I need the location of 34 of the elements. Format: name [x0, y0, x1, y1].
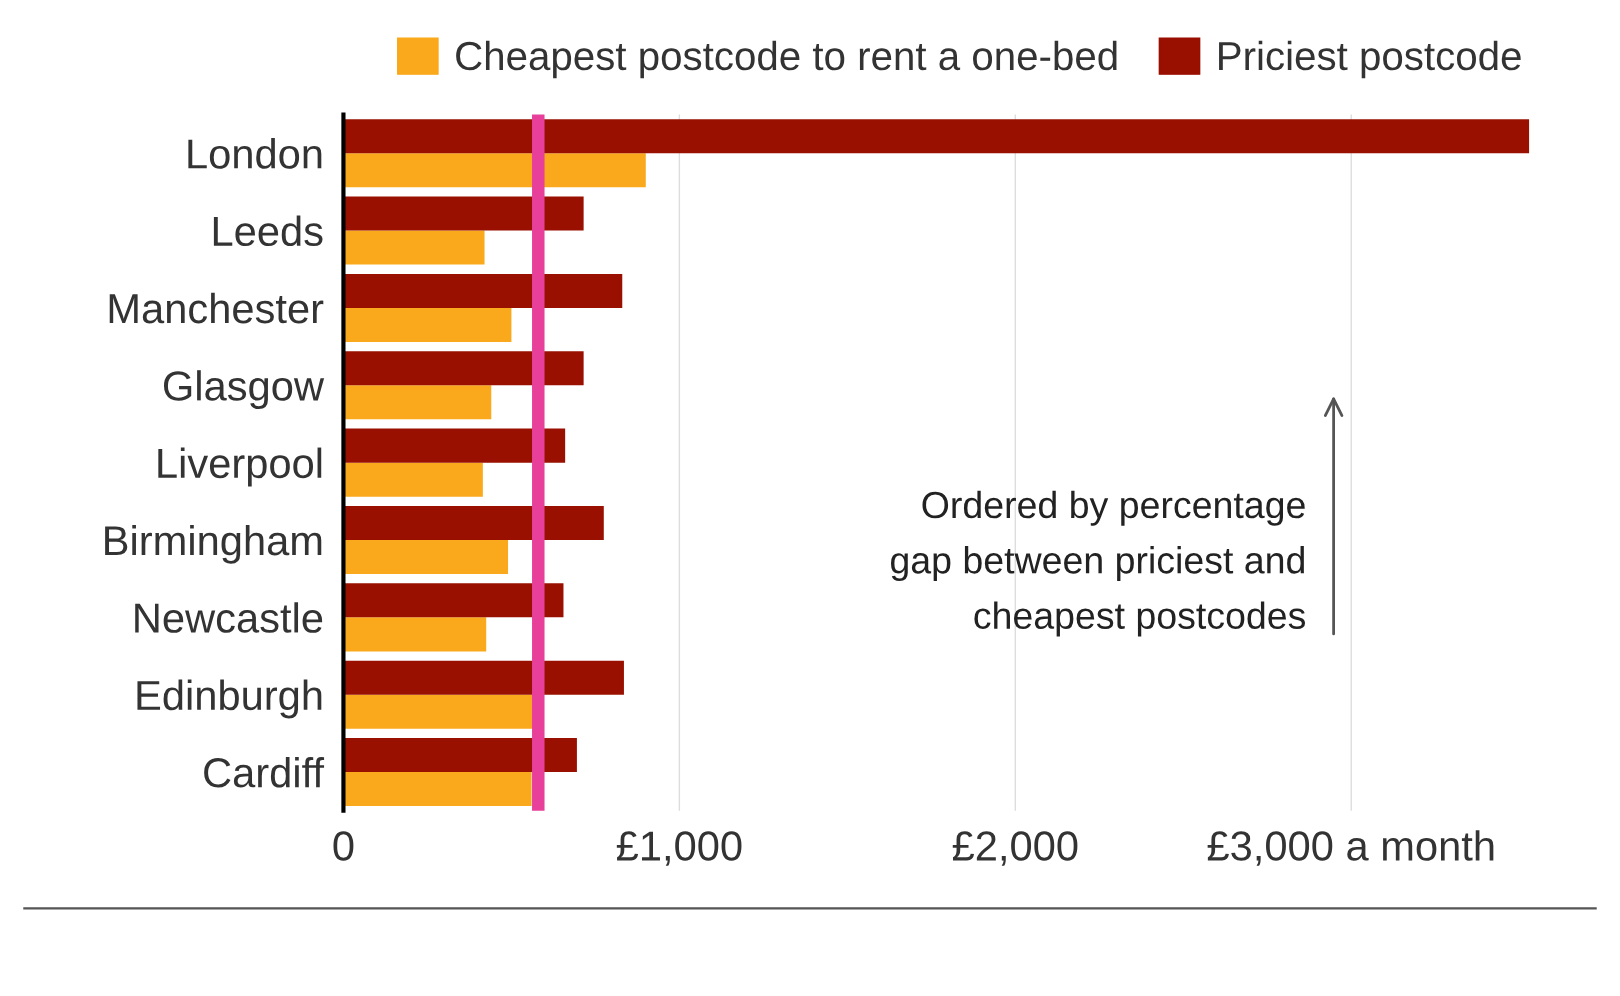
- y-tick-label: Newcastle: [135, 602, 323, 633]
- x-tick-label: £2,000: [952, 831, 1078, 866]
- x-tick-label: 0: [333, 831, 354, 861]
- bar: [343, 196, 584, 231]
- bar: [343, 385, 492, 420]
- y-tick-label: Glasgow: [163, 370, 325, 410]
- bar: [343, 772, 532, 807]
- bar: [343, 583, 564, 618]
- y-tick-label: Manchester: [109, 292, 324, 324]
- bar: [343, 505, 604, 540]
- bar: [343, 428, 566, 463]
- bar: [343, 540, 509, 575]
- y-tick-label: Cardiff: [204, 756, 325, 788]
- bar: [343, 462, 483, 497]
- bar: [343, 660, 624, 695]
- bar: [343, 119, 1530, 154]
- bar: [343, 230, 485, 265]
- bar: [343, 617, 487, 652]
- bar: [343, 694, 534, 729]
- bar: [343, 351, 584, 386]
- x-tick-label: £3,000 a month: [1207, 830, 1494, 866]
- bar: [343, 153, 646, 188]
- annotation: Ordered by percentage gap between priciest and cheapest postcodes: [891, 490, 1306, 637]
- bar: [343, 307, 512, 342]
- y-tick-label: London: [188, 138, 322, 169]
- bar: [343, 273, 623, 308]
- legend-label: Cheapest postcode to rent a one-bed: [456, 40, 1117, 79]
- y-tick-label: Liverpool: [158, 447, 322, 487]
- y-tick-label: Leeds: [213, 215, 323, 247]
- bar: [343, 738, 577, 773]
- x-tick-label: £1,000: [616, 831, 742, 866]
- legend-label: Priciest postcode: [1219, 40, 1521, 79]
- y-tick-label: Birmingham: [105, 524, 322, 564]
- y-tick-label: Edinburgh: [137, 679, 322, 719]
